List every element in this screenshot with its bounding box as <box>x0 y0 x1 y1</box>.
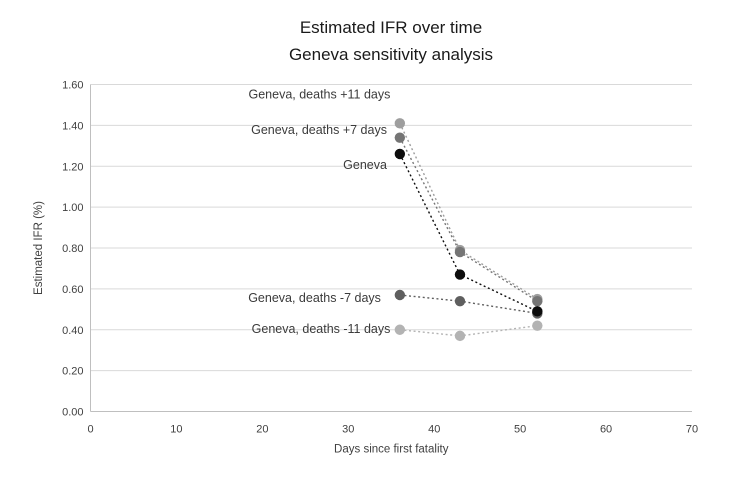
y-tick-label: 0.20 <box>62 366 83 378</box>
trend-line <box>399 137 538 302</box>
data-point <box>532 320 543 331</box>
data-point <box>454 330 466 342</box>
data-point <box>394 132 406 143</box>
x-tick-label: 70 <box>686 424 698 436</box>
series-label: Geneva <box>343 158 387 172</box>
data-point <box>454 295 466 307</box>
trend-line <box>399 123 538 300</box>
data-point <box>454 269 466 280</box>
data-point <box>454 246 466 258</box>
x-tick-label: 40 <box>428 424 440 436</box>
series-label: Geneva, deaths +11 days <box>249 88 391 102</box>
x-tick-label: 30 <box>342 424 354 436</box>
y-tick-label: 0.60 <box>62 284 83 296</box>
data-point <box>394 324 406 335</box>
y-tick-label: 1.40 <box>62 120 83 132</box>
series-label: Geneva, deaths -11 days <box>252 322 391 336</box>
data-point <box>532 306 543 317</box>
trend-line <box>399 153 538 312</box>
x-tick-label: 60 <box>600 424 612 436</box>
y-tick-label: 0.40 <box>62 325 83 337</box>
data-point <box>394 148 406 160</box>
data-point <box>394 289 406 301</box>
y-tick-label: 1.60 <box>62 80 83 92</box>
series-label: Geneva, deaths -7 days <box>248 291 381 305</box>
y-axis-title: Estimated IFR (%) <box>33 201 45 295</box>
x-axis-title: Days since first fatality <box>334 444 449 456</box>
data-point <box>532 295 543 307</box>
y-tick-label: 1.00 <box>62 202 83 214</box>
x-tick-label: 10 <box>170 424 182 436</box>
y-tick-label: 0.80 <box>62 243 83 255</box>
y-tick-label: 0.00 <box>62 407 83 419</box>
data-point <box>394 118 406 129</box>
series-label: Geneva, deaths +7 days <box>251 123 387 137</box>
x-tick-label: 0 <box>87 424 93 436</box>
trend-line <box>399 324 538 337</box>
trend-line <box>399 294 538 315</box>
y-tick-label: 1.20 <box>62 161 83 173</box>
x-tick-label: 50 <box>514 424 526 436</box>
x-tick-label: 20 <box>256 424 268 436</box>
